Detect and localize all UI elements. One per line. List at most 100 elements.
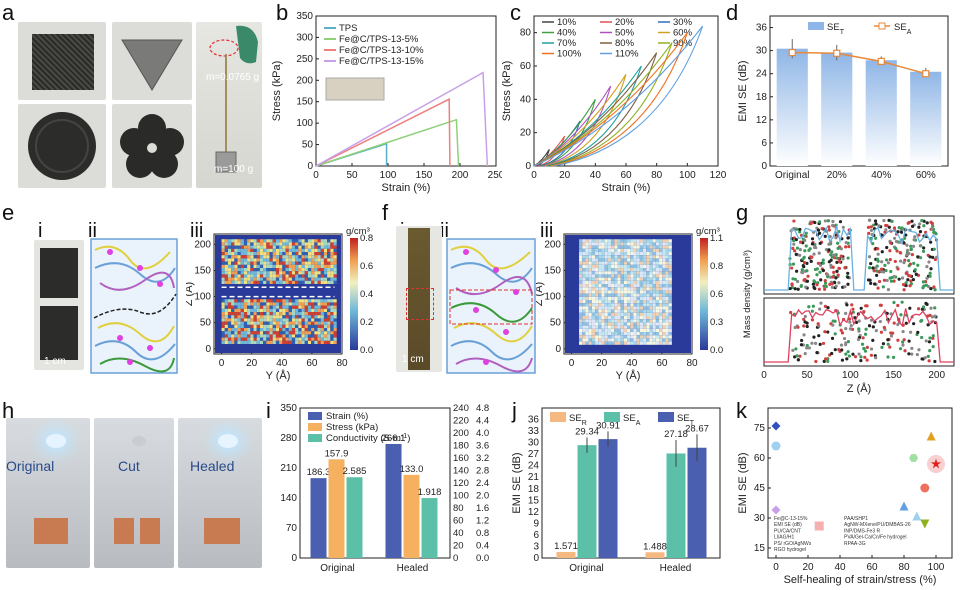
density-cell <box>275 268 280 272</box>
x-tick-label: 0 <box>313 170 319 181</box>
density-cell <box>601 296 605 301</box>
density-cell <box>623 341 628 345</box>
atom-marker <box>912 261 916 265</box>
density-cell <box>234 328 238 332</box>
density-cell <box>327 305 331 309</box>
density-cell <box>240 248 244 253</box>
density-cell <box>604 258 608 262</box>
density-cell <box>263 312 267 316</box>
y-tick-label: 200 <box>544 239 561 250</box>
density-cell <box>662 338 666 342</box>
density-cell <box>288 305 292 309</box>
density-cell <box>665 319 669 323</box>
atom-marker <box>896 230 900 234</box>
density-cell <box>636 274 640 278</box>
density-cell <box>291 277 296 281</box>
colorbar-title: g/cm³ <box>696 226 720 237</box>
atom-marker <box>829 275 833 279</box>
density-cell <box>266 239 270 243</box>
density-cell <box>272 340 276 345</box>
panel-e-sub-i: i <box>38 220 43 242</box>
density-cell <box>639 255 644 259</box>
legend-entry: AgNW-MXene/PU/DMBAS-26 <box>844 522 911 528</box>
density-cell <box>269 331 273 335</box>
density-cell <box>607 300 612 304</box>
density-cell <box>604 280 608 285</box>
density-cell <box>237 321 241 325</box>
atom-marker <box>802 324 806 328</box>
density-cell <box>585 280 589 285</box>
density-cell <box>298 315 302 319</box>
density-cell <box>333 280 337 285</box>
density-cell <box>627 261 631 265</box>
density-cell <box>655 277 660 281</box>
atom-marker <box>789 310 793 315</box>
density-cell <box>221 274 225 278</box>
density-cell <box>333 248 337 253</box>
atom-marker <box>909 330 913 334</box>
density-cell <box>298 328 302 332</box>
atom-marker <box>803 351 807 356</box>
density-cell <box>224 312 228 316</box>
density-cell <box>662 332 666 336</box>
density-cell <box>272 258 276 262</box>
density-cell <box>668 252 672 256</box>
density-cell <box>614 280 618 285</box>
density-cell <box>298 340 302 345</box>
y-tick-label: 6 <box>761 138 767 149</box>
density-cell <box>601 322 605 326</box>
density-cell <box>617 293 621 297</box>
density-cell <box>304 248 308 253</box>
density-cell <box>604 309 608 313</box>
density-cell <box>269 318 273 322</box>
density-cell <box>598 338 602 342</box>
density-cell <box>607 239 612 243</box>
legend-label: 90% <box>673 38 693 49</box>
density-cell <box>285 271 289 275</box>
density-cell <box>320 299 324 303</box>
atom-marker <box>831 319 835 323</box>
density-cell <box>646 300 650 304</box>
density-cell <box>253 271 257 275</box>
density-cell <box>607 271 612 275</box>
density-cell <box>646 306 650 310</box>
atom-marker <box>856 337 861 342</box>
density-cell <box>595 264 599 269</box>
density-cell <box>323 340 328 345</box>
density-cell <box>333 337 337 341</box>
density-cell <box>250 239 254 243</box>
density-cell <box>323 321 328 325</box>
atom-marker <box>804 231 808 235</box>
density-cell <box>591 284 596 288</box>
scatter-point-6 <box>912 511 922 521</box>
density-cell <box>311 255 315 259</box>
density-cell <box>221 258 225 262</box>
legend-label: 80% <box>615 38 635 49</box>
density-cell <box>275 308 280 313</box>
density-cell <box>665 268 669 272</box>
scatter-point-2 <box>771 505 781 515</box>
density-cell <box>291 252 296 256</box>
atom-marker <box>833 332 837 336</box>
atom-marker <box>867 231 871 235</box>
density-cell <box>620 271 624 275</box>
density-cell <box>620 248 624 253</box>
atom-marker <box>928 336 932 340</box>
density-cell <box>652 338 656 342</box>
density-cell <box>601 242 605 246</box>
density-cell <box>266 255 270 259</box>
density-cell <box>304 305 308 309</box>
density-cell <box>579 252 583 256</box>
density-cell <box>611 325 615 329</box>
density-cell <box>630 284 634 288</box>
density-cell <box>234 324 238 329</box>
legend-label: 30% <box>673 17 693 28</box>
density-cell <box>588 252 592 256</box>
y-tick-label-right-inner: 0.8 <box>476 528 489 539</box>
density-cell <box>598 309 602 313</box>
atom-marker <box>921 305 926 309</box>
density-cell <box>595 261 599 265</box>
density-cell <box>655 335 660 339</box>
density-cell <box>630 312 634 317</box>
density-cell <box>639 319 644 323</box>
